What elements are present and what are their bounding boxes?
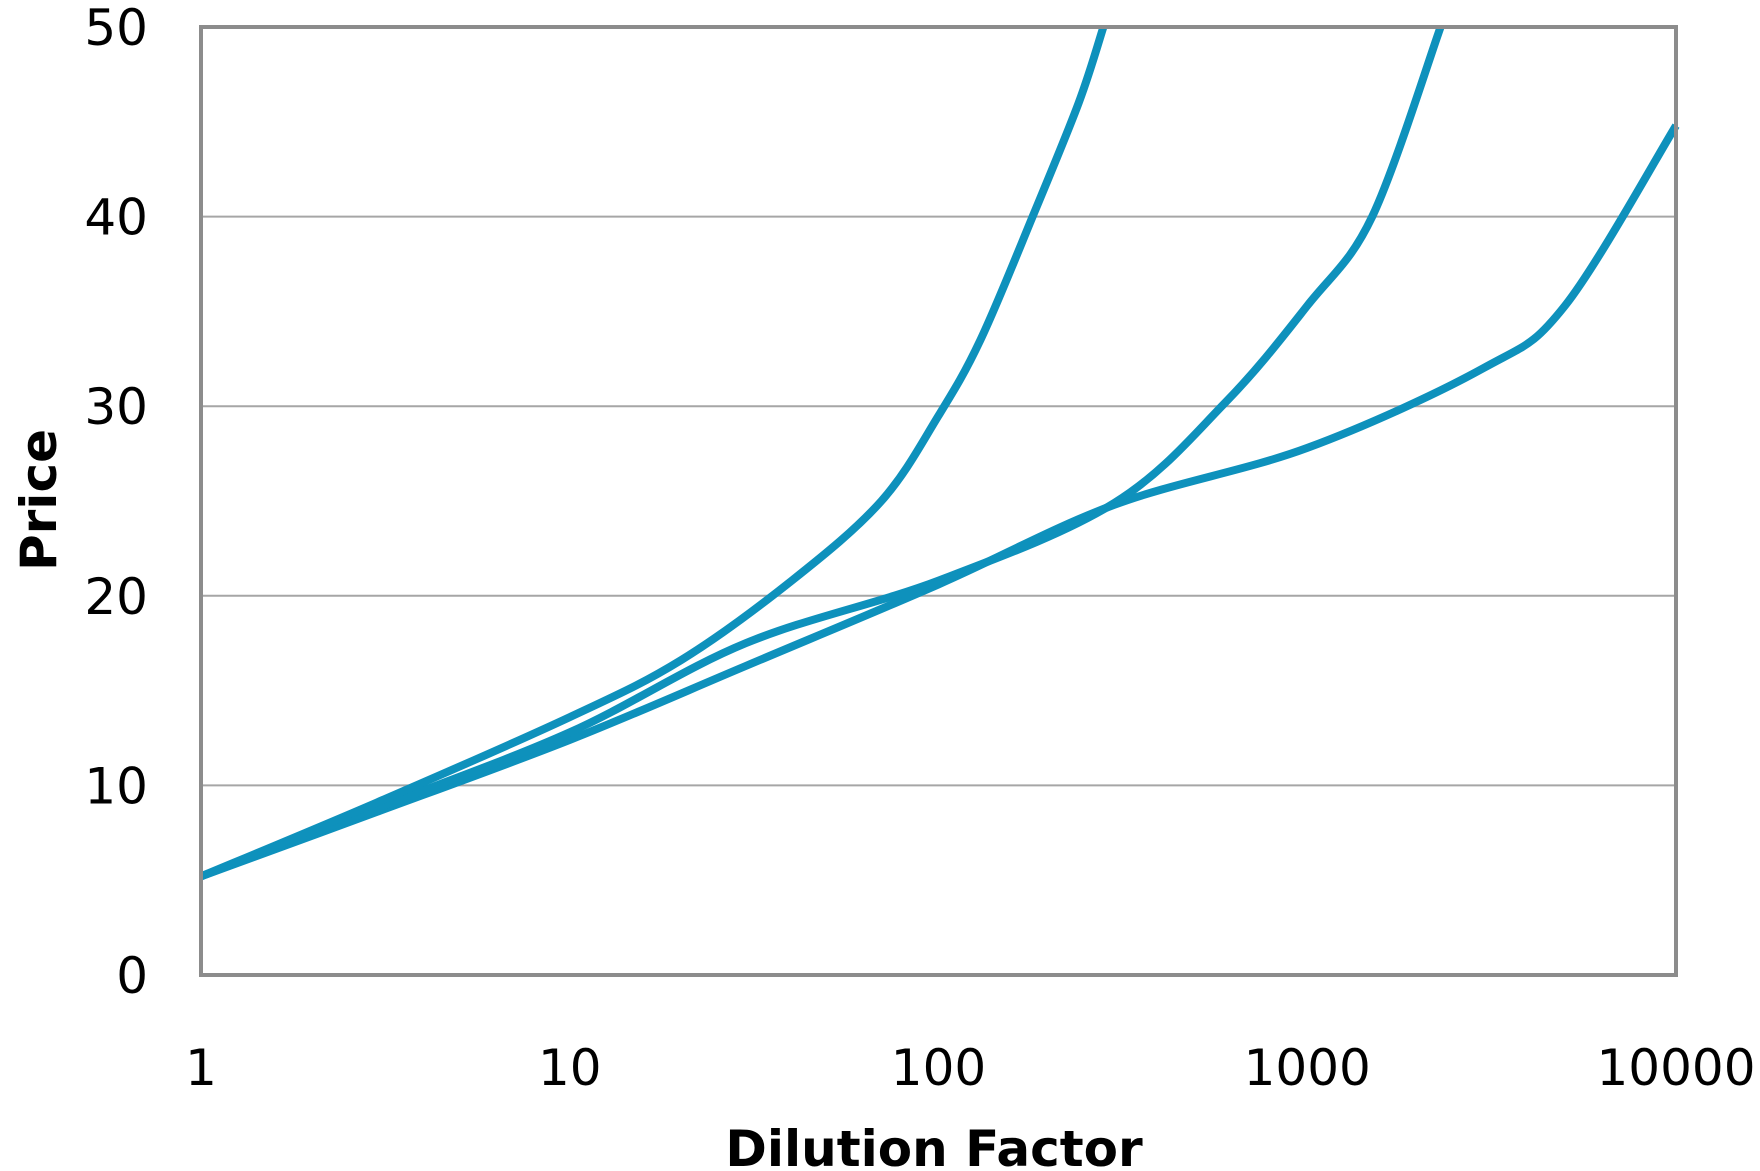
series-layer bbox=[199, 25, 1680, 881]
x-axis-title: Dilution Factor bbox=[725, 1120, 1143, 1171]
x-tick-label: 10000 bbox=[1596, 1039, 1755, 1097]
x-tick-labels: 1 10 100 1000 10000 bbox=[185, 1039, 1755, 1097]
series-line-1 bbox=[199, 123, 1680, 881]
plot-frame-layer bbox=[199, 25, 1678, 977]
x-tick-label: 1 bbox=[185, 1039, 217, 1097]
series-line-3 bbox=[199, 25, 1108, 881]
plot-frame bbox=[199, 25, 1678, 977]
y-tick-label: 50 bbox=[84, 0, 148, 57]
y-tick-labels: 0 10 20 30 40 50 bbox=[84, 0, 148, 1005]
y-axis-title: Price bbox=[10, 429, 68, 571]
y-tick-label: 10 bbox=[84, 757, 148, 815]
y-tick-label: 30 bbox=[84, 378, 148, 436]
y-tick-label: 0 bbox=[116, 947, 148, 1005]
x-tick-label: 1000 bbox=[1244, 1039, 1371, 1097]
x-tick-label: 100 bbox=[891, 1039, 986, 1097]
series-line-2 bbox=[199, 25, 1445, 881]
y-tick-label: 40 bbox=[84, 189, 148, 247]
grid-layer bbox=[201, 215, 1676, 787]
x-tick-label: 10 bbox=[538, 1039, 602, 1097]
y-tick-label: 20 bbox=[84, 568, 148, 626]
